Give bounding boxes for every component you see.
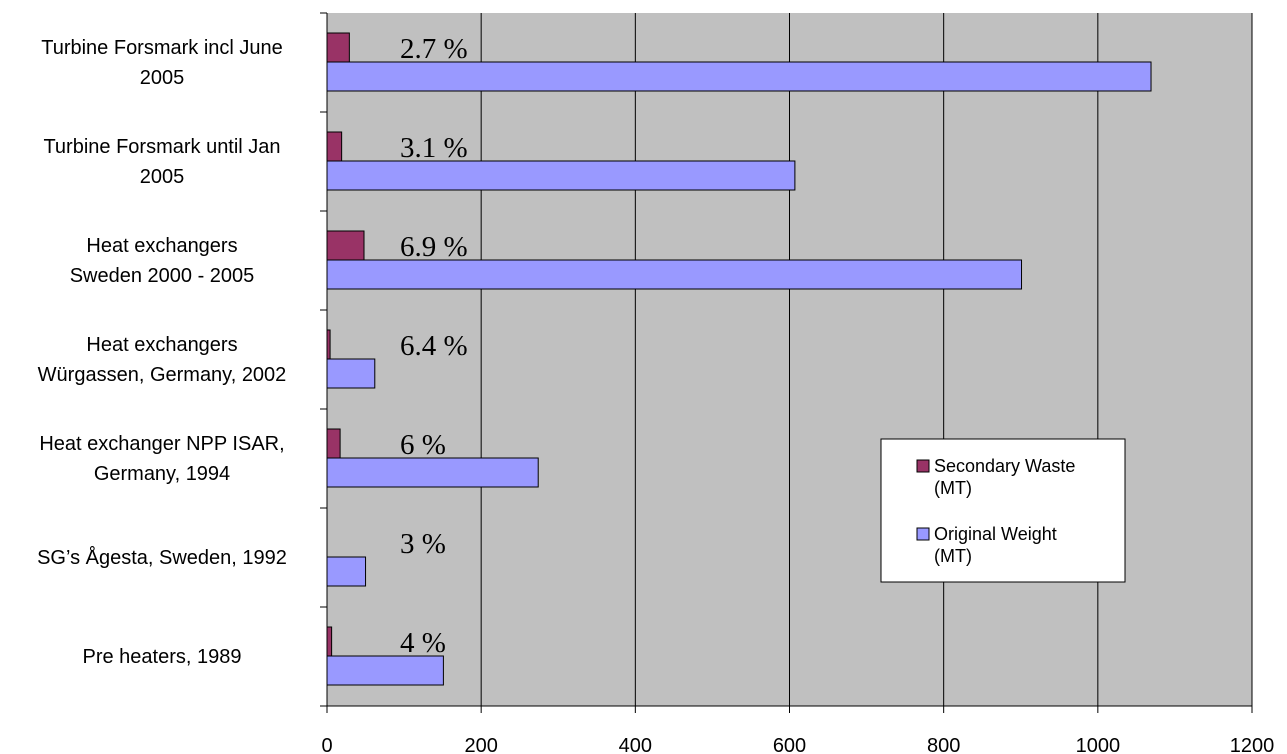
bars	[326, 32, 1152, 686]
bar-original-weight	[326, 160, 796, 191]
category-label: Germany, 1994	[94, 463, 230, 485]
percentage-label: 6 %	[400, 429, 446, 461]
category-label: Heat exchangers	[86, 334, 237, 356]
bar-secondary-waste	[326, 626, 333, 657]
bar-secondary-waste	[326, 428, 341, 459]
x-axis-ticks: 0 200 400 600 800 1000 1200	[321, 705, 1275, 754]
bar-original-weight	[326, 259, 1023, 290]
category-label: Heat exchanger NPP ISAR,	[39, 433, 284, 455]
percentage-annotations: 2.7 % 3.1 % 6.9 % 6.4 % 6 % 3 % 4 %	[400, 33, 468, 659]
bar-secondary-waste	[326, 230, 365, 261]
percentage-label: 4 %	[400, 627, 446, 659]
category-label: Heat exchangers	[86, 235, 237, 257]
bar-secondary-waste	[326, 32, 350, 63]
legend-label: Original Weight	[934, 524, 1057, 544]
x-tick-label: 1000	[1076, 735, 1121, 754]
y-axis-ticks	[320, 12, 327, 707]
category-label: Würgassen, Germany, 2002	[38, 364, 287, 386]
x-tick-label: 600	[773, 735, 806, 754]
bar-original-weight	[326, 457, 539, 488]
category-label: Sweden 2000 - 2005	[70, 265, 255, 287]
bar-secondary-waste	[326, 131, 343, 162]
category-label: Turbine Forsmark until Jan	[43, 136, 280, 158]
x-tick-label: 0	[321, 735, 332, 754]
gridlines	[480, 13, 1253, 706]
x-tick-label: 1200	[1230, 735, 1275, 754]
percentage-label: 2.7 %	[400, 33, 468, 65]
legend-swatch-secondary-waste	[916, 459, 930, 473]
legend-label: Secondary Waste	[934, 456, 1075, 476]
percentage-label: 6.4 %	[400, 330, 468, 362]
x-tick-label: 400	[619, 735, 652, 754]
bar-original-weight	[326, 61, 1152, 92]
category-label: 2005	[140, 166, 185, 188]
legend: Secondary Waste(MT)Original Weight(MT)	[880, 438, 1126, 583]
category-label: 2005	[140, 67, 185, 89]
category-label: Turbine Forsmark incl June	[41, 37, 283, 59]
category-label: Pre heaters, 1989	[83, 646, 242, 668]
bar-original-weight	[326, 655, 444, 686]
bar-original-weight	[326, 556, 367, 587]
legend-swatch-original-weight	[916, 527, 930, 541]
legend-label: (MT)	[934, 546, 972, 566]
x-tick-label: 800	[927, 735, 960, 754]
percentage-label: 3.1 %	[400, 132, 468, 164]
category-labels: Turbine Forsmark incl June 2005 Turbine Fo…	[37, 37, 287, 668]
percentage-label: 6.9 %	[400, 231, 468, 263]
bar-original-weight	[326, 358, 376, 389]
percentage-label: 3 %	[400, 528, 446, 560]
x-tick-label: 200	[464, 735, 497, 754]
legend-label: (MT)	[934, 478, 972, 498]
category-label: SG’s Ågesta, Sweden, 1992	[37, 546, 287, 569]
